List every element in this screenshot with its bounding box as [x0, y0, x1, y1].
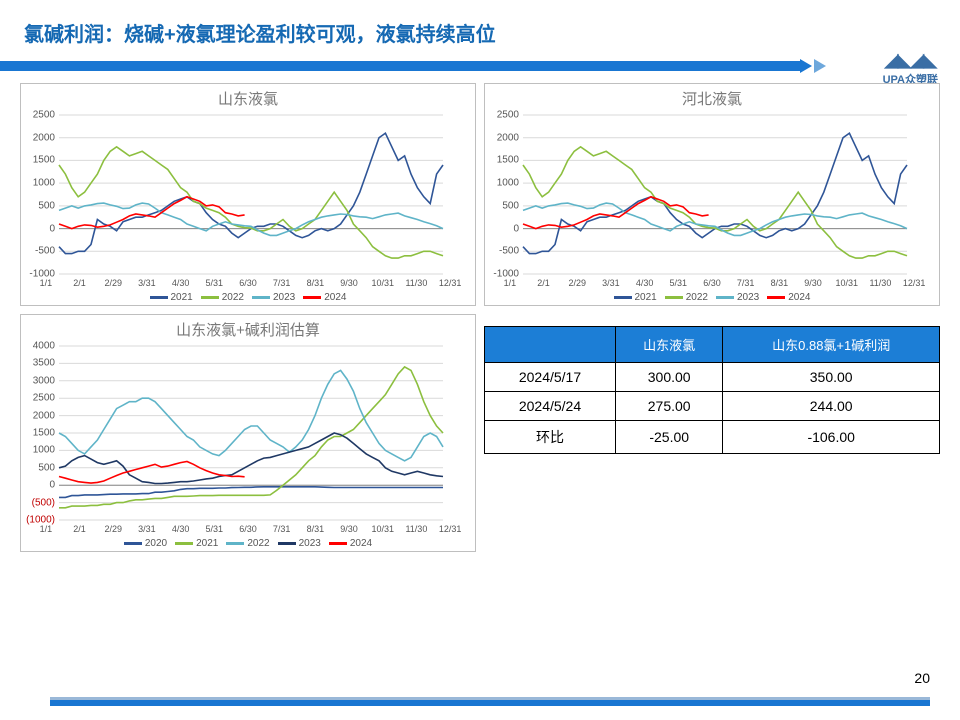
legend-item: 2023 — [252, 292, 295, 303]
table-cell: 2024/5/24 — [485, 392, 616, 421]
legend-item: 2022 — [201, 292, 244, 303]
chart-hebei-chlorine: 河北液氯 -1000-50005001000150020002500 1/12/… — [484, 83, 940, 306]
table-header-blank — [485, 327, 616, 363]
legend-item: 2023 — [716, 292, 759, 303]
legend-item: 2024 — [329, 538, 372, 549]
legend-item: 2024 — [767, 292, 810, 303]
legend-item: 2021 — [150, 292, 193, 303]
x-axis-labels: 1/12/12/293/314/305/316/307/318/319/3010… — [27, 524, 469, 534]
legend-item: 2021 — [175, 538, 218, 549]
table-cell: 2024/5/17 — [485, 363, 616, 392]
table-cell: 275.00 — [615, 392, 722, 421]
table-cell: 300.00 — [615, 363, 722, 392]
legend-item: 2022 — [665, 292, 708, 303]
chart-legend: 2020 2021 2022 2023 2024 — [27, 538, 469, 549]
legend-item: 2024 — [303, 292, 346, 303]
chart-legend: 2021 2022 2023 2024 — [27, 292, 469, 303]
legend-item: 2020 — [124, 538, 167, 549]
page-number: 20 — [914, 670, 930, 686]
data-table: 山东液氯山东0.88氯+1碱利润 2024/5/17300.00350.0020… — [484, 326, 940, 454]
chart-shandong-chlorine: 山东液氯 -1000-50005001000150020002500 1/12/… — [20, 83, 476, 306]
x-axis-labels: 1/12/12/293/314/305/316/307/318/319/3010… — [27, 278, 469, 288]
legend-item: 2023 — [278, 538, 321, 549]
chart-title: 山东液氯+碱利润估算 — [27, 319, 469, 340]
logo: ◢◣◢◣ UPA众塑联 — [883, 50, 938, 87]
footer-stripe — [50, 700, 930, 706]
table-cell: 环比 — [485, 421, 616, 454]
table-cell: -25.00 — [615, 421, 722, 454]
chart-profit-estimate: 山东液氯+碱利润估算 (1000)(500)050010001500200025… — [20, 314, 476, 552]
table-row: 2024/5/24275.00244.00 — [485, 392, 940, 421]
legend-item: 2022 — [226, 538, 269, 549]
chart-title: 河北液氯 — [491, 88, 933, 109]
table-header: 山东0.88氯+1碱利润 — [723, 327, 940, 363]
header-stripe — [0, 59, 960, 73]
chart-title: 山东液氯 — [27, 88, 469, 109]
table-header: 山东液氯 — [615, 327, 722, 363]
legend-item: 2021 — [614, 292, 657, 303]
table-cell: 244.00 — [723, 392, 940, 421]
x-axis-labels: 1/12/12/293/314/305/316/307/318/319/3010… — [491, 278, 933, 288]
data-table-wrap: 山东液氯山东0.88氯+1碱利润 2024/5/17300.00350.0020… — [484, 314, 940, 552]
page-title: 氯碱利润：烧碱+液氯理论盈利较可观，液氯持续高位 — [24, 18, 936, 47]
table-row: 环比-25.00-106.00 — [485, 421, 940, 454]
chart-legend: 2021 2022 2023 2024 — [491, 292, 933, 303]
table-cell: -106.00 — [723, 421, 940, 454]
table-row: 2024/5/17300.00350.00 — [485, 363, 940, 392]
table-cell: 350.00 — [723, 363, 940, 392]
